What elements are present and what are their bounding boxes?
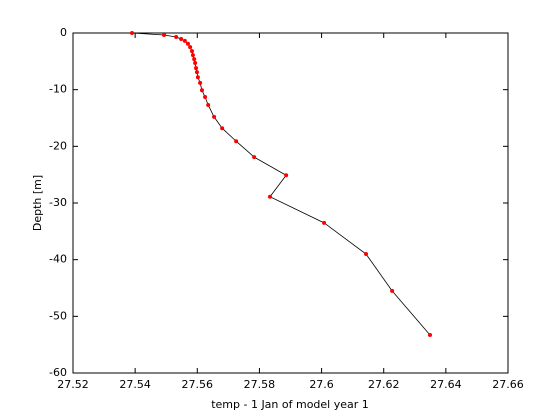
data-point (212, 114, 217, 119)
data-point (198, 80, 203, 85)
data-point (194, 70, 199, 75)
y-tick-label: -20 (49, 139, 67, 152)
data-point (428, 333, 433, 338)
data-point (284, 173, 289, 178)
data-point (130, 31, 135, 35)
x-tick-label: 27.58 (244, 378, 276, 391)
data-point (220, 126, 225, 131)
x-tick-label: 27.6 (309, 378, 334, 391)
x-tick-label: 27.62 (368, 378, 400, 391)
y-tick-label: 0 (60, 26, 67, 39)
x-tick-label: 27.52 (57, 378, 89, 391)
x-tick-label: 27.66 (492, 378, 524, 391)
x-axis-label: temp - 1 Jan of model year 1 (211, 398, 369, 411)
x-tick-label: 27.64 (430, 378, 462, 391)
data-point (190, 49, 195, 54)
x-tick-label: 27.54 (119, 378, 151, 391)
data-point (193, 61, 198, 66)
y-tick-label: -40 (49, 253, 67, 266)
y-axis-label: Depth [m] (31, 175, 44, 231)
data-point (188, 45, 193, 50)
data-line (132, 32, 431, 336)
data-point (390, 288, 395, 293)
x-tick-label: 27.56 (182, 378, 214, 391)
data-point (203, 95, 208, 100)
data-point (179, 37, 184, 42)
data-point (182, 38, 187, 43)
data-point (174, 34, 179, 39)
data-point (206, 102, 211, 107)
data-point (322, 220, 327, 225)
y-tick-label: -50 (49, 309, 67, 322)
data-point (234, 139, 239, 144)
y-tick-label: -60 (49, 366, 67, 379)
y-tick-label: -30 (49, 196, 67, 209)
data-point (195, 75, 200, 80)
data-point (194, 66, 199, 71)
data-point (162, 32, 167, 37)
data-point (252, 155, 257, 160)
data-point (267, 194, 272, 199)
data-point (199, 88, 204, 93)
data-point (192, 57, 197, 62)
plot-area (72, 32, 509, 374)
data-point (185, 41, 190, 46)
y-tick-label: -10 (49, 83, 67, 96)
data-point (190, 53, 195, 58)
data-point (364, 252, 369, 256)
